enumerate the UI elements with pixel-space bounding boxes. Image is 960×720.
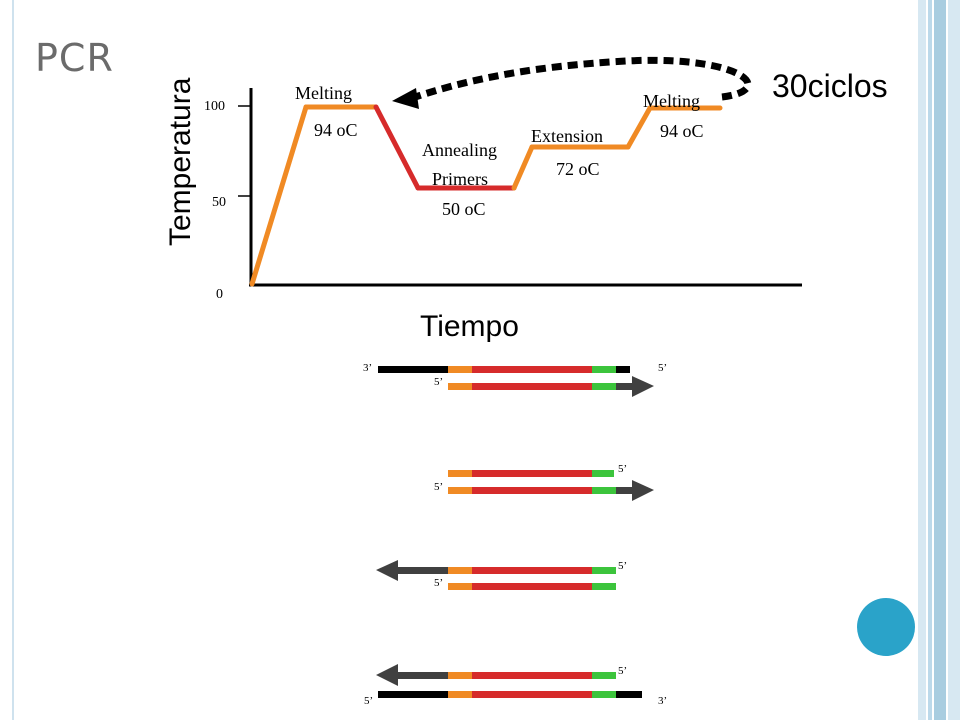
strand-segment xyxy=(472,583,592,590)
extension-arrowhead xyxy=(376,560,398,581)
strand-segment xyxy=(448,672,472,679)
decorative-circle xyxy=(857,598,915,656)
extension-arrow-shaft xyxy=(396,672,448,679)
end-label: 5’ xyxy=(618,463,627,475)
profile-reheat-segment xyxy=(625,105,653,150)
profile-cooling-segment xyxy=(373,104,421,191)
extension-arrow-shaft xyxy=(396,567,448,574)
strand-segment xyxy=(592,487,616,494)
stage-annealing-primers-label: Primers xyxy=(432,169,488,189)
end-label: 5’ xyxy=(364,695,373,707)
decorative-band xyxy=(948,0,960,720)
y-tick-label-50: 50 xyxy=(212,195,226,210)
stage-annealing-label: Annealing xyxy=(422,140,497,160)
strand-segment xyxy=(472,567,592,574)
extension-arrowhead xyxy=(376,664,398,686)
strand-row-1: 3’ 5’ 5’ xyxy=(363,362,667,397)
end-label: 5’ xyxy=(658,362,667,374)
template-segment xyxy=(616,691,642,698)
extension-arrowhead xyxy=(632,480,654,501)
y-axis-label: Temperatura xyxy=(164,77,197,246)
strand-segment xyxy=(448,567,472,574)
end-label: 5’ xyxy=(618,665,627,677)
strand-segment xyxy=(592,470,614,477)
strand-row-2: 5’ 5’ xyxy=(434,463,654,501)
slide-frame-line xyxy=(12,0,14,720)
end-label: 3’ xyxy=(658,695,667,707)
stage-melting2-temp: 94 oC xyxy=(660,121,704,141)
strand-segment xyxy=(472,487,592,494)
profile-warming-segment xyxy=(511,144,535,191)
template-segment xyxy=(592,691,616,698)
primer-segment xyxy=(472,383,592,390)
decorative-band xyxy=(928,0,932,720)
strand-segment xyxy=(472,470,592,477)
strand-segment xyxy=(472,672,592,679)
temperature-profile xyxy=(249,104,723,287)
strand-segment xyxy=(448,583,472,590)
extension-arrow-shaft xyxy=(616,383,634,390)
cycle-arrowhead xyxy=(392,88,419,109)
template-segment xyxy=(448,691,472,698)
strand-segment xyxy=(592,672,616,679)
template-segment xyxy=(448,366,472,373)
strand-segment xyxy=(592,583,616,590)
slide-title: PCR xyxy=(35,36,114,80)
stage-annealing-temp: 50 oC xyxy=(442,199,486,219)
strand-segment xyxy=(448,487,472,494)
extension-arrowhead xyxy=(632,376,654,397)
stage-melting2-label: Melting xyxy=(643,91,700,111)
y-tick-label-100: 100 xyxy=(204,99,225,114)
decorative-band xyxy=(934,0,946,720)
strand-segment xyxy=(448,470,472,477)
end-label: 5’ xyxy=(434,577,443,589)
decorative-band xyxy=(918,0,926,720)
profile-heating-segment xyxy=(249,104,309,287)
strand-row-4: 5’ 5’ 3’ xyxy=(364,664,667,707)
template-segment xyxy=(616,366,630,373)
stage-melting1-temp: 94 oC xyxy=(314,120,358,140)
end-label: 5’ xyxy=(618,560,627,572)
x-axis-label: Tiempo xyxy=(420,310,519,343)
stage-extension-temp: 72 oC xyxy=(556,159,600,179)
template-segment xyxy=(378,691,448,698)
end-label: 5’ xyxy=(434,481,443,493)
y-tick-label-0: 0 xyxy=(216,287,223,302)
end-label: 3’ xyxy=(363,362,372,374)
cycles-label: 30ciclos xyxy=(772,68,888,104)
template-segment xyxy=(472,366,592,373)
template-segment xyxy=(592,366,616,373)
template-segment xyxy=(378,366,448,373)
end-label: 5’ xyxy=(434,376,443,388)
stage-melting1-label: Melting xyxy=(295,83,352,103)
template-segment xyxy=(472,691,592,698)
primer-segment xyxy=(592,383,616,390)
strand-segment xyxy=(592,567,616,574)
strand-row-3: 5’ 5’ xyxy=(376,560,627,590)
stage-extension-label: Extension xyxy=(531,126,603,146)
primer-segment xyxy=(448,383,472,390)
extension-arrow-shaft xyxy=(616,487,634,494)
cycle-arrow xyxy=(410,56,752,102)
